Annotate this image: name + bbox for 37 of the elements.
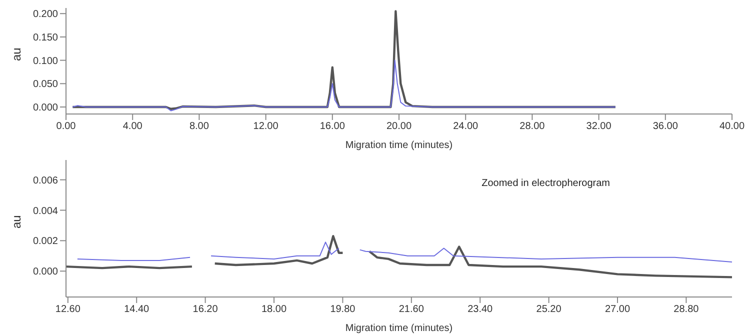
x-tick-label: 4.00: [122, 121, 143, 132]
x-tick-label: 20.00: [386, 121, 412, 132]
y-tick-label: 0.000: [32, 102, 58, 114]
x-tick-label: 24.00: [453, 121, 479, 132]
y-tick-label: 0.006: [32, 175, 58, 186]
x-axis-title: Migration time (minutes): [345, 323, 453, 334]
x-tick-label: 12.00: [253, 121, 279, 132]
y-tick-label: 0.150: [32, 32, 58, 44]
x-tick-label: 27.00: [604, 304, 630, 316]
x-tick-label: 16.20: [192, 304, 218, 316]
x-tick-label: 12.60: [55, 304, 81, 316]
x-tick-label: 40.00: [719, 121, 745, 132]
line-series: [72, 60, 616, 112]
x-tick-label: 16.00: [320, 121, 346, 132]
x-axis-title: Migration time (minutes): [345, 140, 453, 151]
x-tick-label: 21.60: [398, 304, 424, 316]
x-tick-label: 19.80: [330, 304, 356, 316]
x-tick-label: 25.20: [536, 304, 562, 316]
x-tick-label: 0.00: [56, 121, 76, 132]
y-tick-label: 0.050: [32, 79, 58, 90]
x-tick-label: 28.80: [674, 304, 700, 316]
y-axis-title: au: [9, 48, 24, 61]
y-tick-label: 0.100: [32, 56, 58, 67]
annotation: Zoomed in electropherogram: [482, 178, 610, 189]
y-tick-label: 0.004: [32, 206, 58, 217]
x-tick-label: 18.00: [261, 304, 287, 316]
x-tick-label: 23.40: [468, 304, 494, 316]
y-tick-label: 0.000: [32, 266, 58, 278]
y-axis-title: au: [9, 215, 24, 228]
x-tick-label: 32.00: [586, 121, 612, 132]
line-series: [72, 10, 617, 110]
x-tick-label: 28.00: [520, 121, 546, 132]
x-tick-label: 8.00: [189, 121, 210, 132]
x-tick-label: 36.00: [652, 121, 678, 132]
y-tick-label: 0.200: [32, 9, 58, 20]
y-tick-label: 0.002: [32, 236, 58, 248]
x-tick-label: 14.40: [124, 304, 150, 316]
